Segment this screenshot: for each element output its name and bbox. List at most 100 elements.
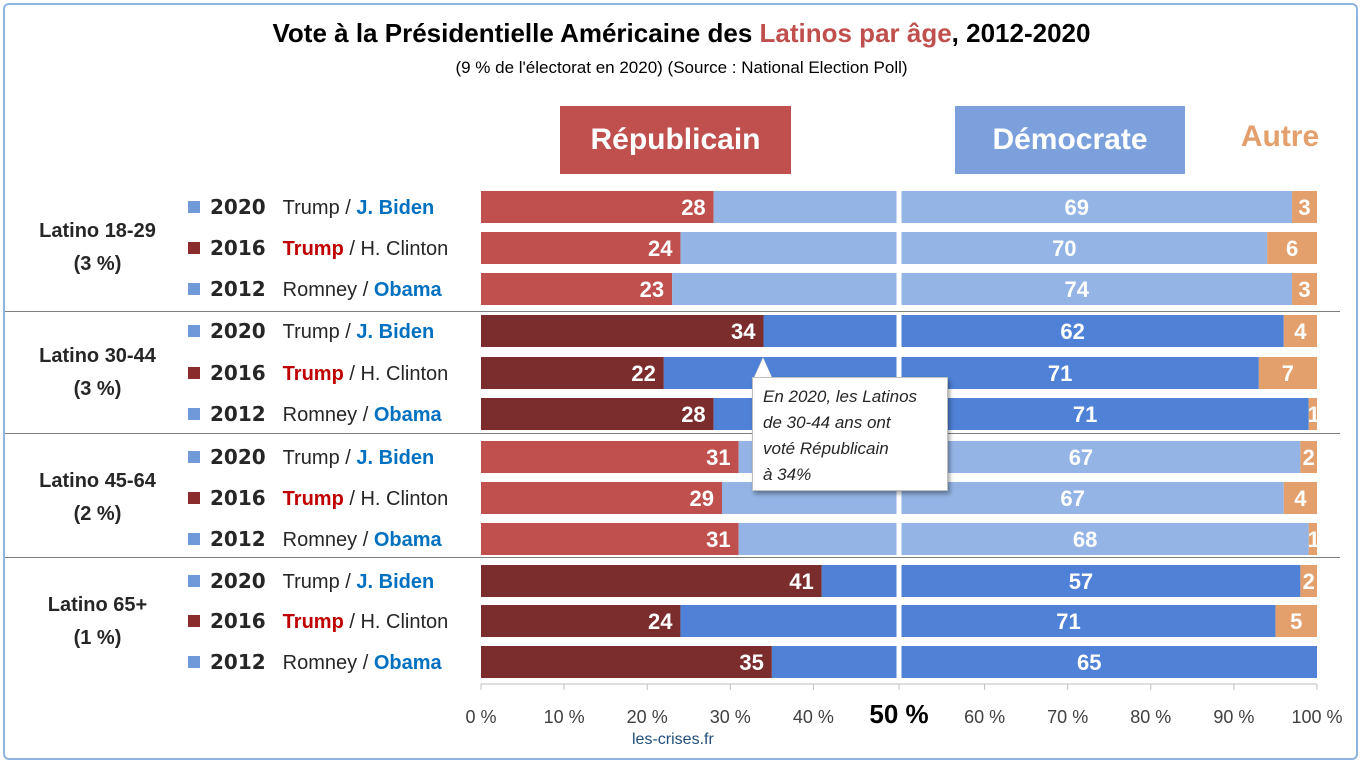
candidate-separator: / [343,611,361,633]
bar-republican [481,315,764,347]
row-year: 2020 [210,195,266,219]
republican-candidate: Romney [282,404,358,426]
democrat-candidate: J. Biden [356,571,435,593]
democrat-candidate: H. Clinton [360,611,449,633]
bar-democrat [680,605,897,637]
legend-swatch [188,241,200,254]
label-other-value: 3 [1298,195,1310,220]
bar-republican [481,357,664,389]
bar-other [1275,605,1317,637]
group-separator [5,557,1340,558]
candidate-separator: / [339,321,357,343]
bar-other [1283,482,1317,514]
row-year: 2012 [210,402,266,426]
bar-democrat [901,357,1259,389]
group-label-share: (2 %) [73,503,122,525]
row-year: 2016 [210,486,266,510]
chart-title: Vote à la Présidentielle Américaine des … [0,18,1363,49]
candidate-separator: / [343,363,361,385]
democrat-candidate: H. Clinton [360,488,449,510]
callout-annotation: En 2020, les Latinos de 30-44 ans ont vo… [752,377,948,491]
democrat-candidate: Obama [373,652,442,674]
label-republican-value: 29 [690,486,714,511]
label-republican-value: 31 [706,527,730,552]
bar-democrat [672,273,897,305]
row-year: 2012 [210,650,266,674]
bar-republican [481,646,772,678]
bar-other [1308,523,1317,555]
democrat-candidate: J. Biden [356,447,435,469]
callout-pointer [754,358,772,378]
democrat-candidate: Obama [373,529,442,551]
republican-candidate: Romney [282,529,358,551]
label-republican-value: 23 [640,277,664,302]
bar-other [1300,565,1317,597]
group-label-share: (3 %) [73,253,122,275]
candidate-separator: / [339,447,357,469]
republican-candidate: Trump [282,488,344,510]
democrat-candidate: Obama [373,404,442,426]
label-other-value: 1 [1308,527,1320,552]
candidate-separator: / [339,571,357,593]
label-other-value: 2 [1303,445,1315,470]
label-democrat-value: 71 [1056,609,1080,634]
x-tick-label: 20 % [627,707,668,727]
label-republican-value: 28 [681,402,705,427]
label-other-value: 1 [1308,402,1320,427]
bar-other [1292,273,1317,305]
label-democrat-value: 69 [1065,195,1089,220]
callout-line: voté Républicain [763,439,889,458]
bar-republican [481,482,722,514]
bar-other [1258,357,1317,389]
candidate-separator: / [357,279,374,301]
bar-democrat [738,523,897,555]
label-other-value: 3 [1298,277,1310,302]
bar-other [1292,191,1317,223]
candidate-separator: / [357,652,374,674]
label-republican-value: 28 [681,195,705,220]
bar-democrat [901,315,1284,347]
row-label: 2020 Trump / J. Biden [188,316,434,346]
callout-line: de 30-44 ans ont [763,413,891,432]
democrat-header: Démocrate [955,106,1185,174]
bar-democrat [771,646,897,678]
bar-democrat [901,523,1309,555]
democrat-candidate: H. Clinton [360,238,449,260]
label-democrat-value: 71 [1073,402,1097,427]
title-pre: Vote à la Présidentielle Américaine des [272,18,760,48]
group-label-name: Latino 18-29 [39,220,156,242]
bar-democrat [901,232,1268,264]
label-republican-value: 24 [648,236,673,261]
democrat-candidate: Obama [373,279,442,301]
x-tick-label: 90 % [1213,707,1254,727]
bar-democrat [901,191,1293,223]
x-tick-label: 100 % [1291,707,1342,727]
row-label: 2016 Trump / H. Clinton [188,358,448,388]
label-democrat-value: 67 [1060,486,1084,511]
label-other-value: 4 [1294,486,1307,511]
legend-swatch [188,614,200,627]
republican-candidate: Trump [282,363,344,385]
candidate-separator: / [357,404,374,426]
row-label: 2016 Trump / H. Clinton [188,606,448,636]
group-label-name: Latino 30-44 [39,344,156,367]
label-republican-value: 31 [706,445,730,470]
legend-swatch [188,491,200,504]
bar-republican [481,605,681,637]
bar-republican [481,232,681,264]
label-democrat-value: 71 [1048,361,1072,386]
bar-democrat [821,565,897,597]
bar-democrat [901,646,1317,678]
label-other-value: 4 [1294,319,1307,344]
row-label: 2020 Trump / J. Biden [188,192,434,222]
bar-republican [481,441,739,473]
group-label: Latino 18-29 (3 %) [5,215,190,281]
x-tick-label: 10 % [544,707,585,727]
row-year: 2020 [210,319,266,343]
bar-democrat [901,398,1309,430]
republican-candidate: Trump [282,571,340,593]
other-header: Autre [1240,120,1320,153]
bar-democrat [901,605,1276,637]
x-tick-label: 30 % [710,707,751,727]
